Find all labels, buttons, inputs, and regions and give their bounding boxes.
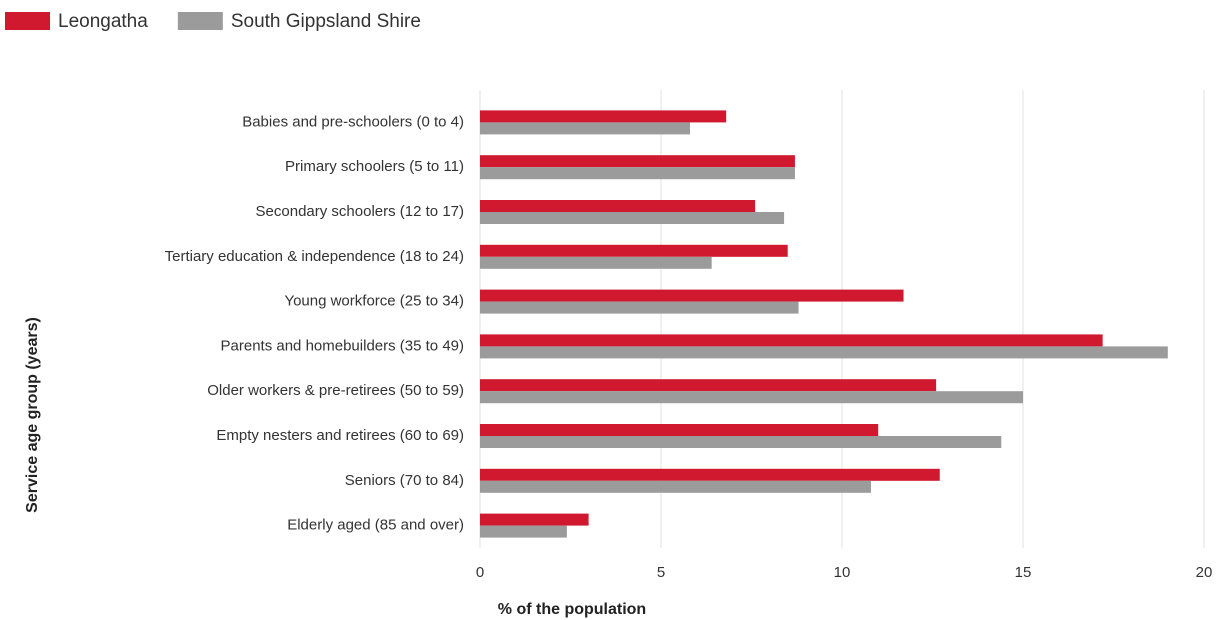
x-tick-label: 10: [834, 564, 851, 581]
x-axis-title: % of the population: [498, 601, 646, 618]
legend-label: South Gippsland Shire: [231, 11, 421, 32]
bar: [480, 525, 567, 538]
bar: [480, 436, 1002, 448]
bar: [480, 301, 799, 314]
bar: [480, 391, 1023, 404]
x-tick-label: 15: [1015, 564, 1032, 581]
y-axis-title: Service age group (years): [24, 317, 41, 513]
y-tick-label: Tertiary education & independence (18 to…: [165, 248, 464, 265]
y-tick-label: Parents and homebuilders (35 to 49): [221, 337, 464, 354]
bar: [480, 379, 937, 392]
legend-swatch: [177, 12, 223, 30]
legend-label: Leongatha: [58, 11, 148, 32]
y-tick-label: Seniors (70 to 84): [345, 472, 464, 489]
y-tick-label: Secondary schoolers (12 to 17): [256, 203, 464, 220]
bar: [480, 122, 690, 135]
bar: [480, 346, 1168, 359]
bar: [480, 334, 1103, 347]
legend-swatch: [5, 12, 50, 30]
bar: [480, 256, 712, 269]
bar: [480, 200, 756, 212]
bar: [480, 480, 871, 493]
y-tick-label: Empty nesters and retirees (60 to 69): [216, 427, 464, 444]
y-tick-label: Young workforce (25 to 34): [284, 293, 464, 310]
bar: [480, 289, 904, 302]
bar: [480, 244, 788, 257]
bar: [480, 212, 785, 224]
bar: [480, 155, 795, 168]
y-tick-label: Babies and pre-schoolers (0 to 4): [242, 113, 464, 130]
bar: [480, 468, 940, 481]
x-tick-label: 20: [1196, 564, 1213, 581]
y-tick-label: Elderly aged (85 and over): [287, 517, 464, 534]
bar: [480, 167, 795, 180]
bar: [480, 424, 879, 436]
y-tick-label: Primary schoolers (5 to 11): [285, 158, 464, 175]
x-tick-label: 0: [476, 564, 484, 581]
bar: [480, 110, 727, 123]
bar: [480, 513, 589, 526]
x-tick-label: 5: [657, 564, 665, 581]
y-tick-label: Older workers & pre-retirees (50 to 59): [207, 382, 464, 399]
